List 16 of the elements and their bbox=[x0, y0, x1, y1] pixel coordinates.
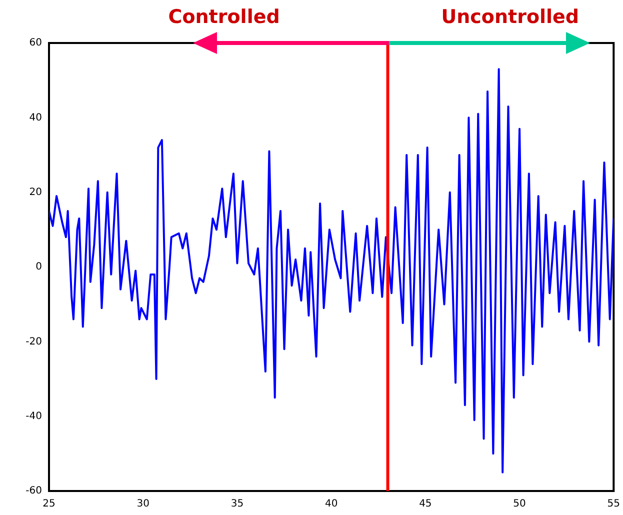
y-tick-label: 0 bbox=[36, 262, 42, 273]
text: Controlled bbox=[168, 6, 280, 28]
y-tick-label: -40 bbox=[26, 410, 42, 422]
x-tick-label: 45 bbox=[419, 498, 432, 510]
y-tick-label: 20 bbox=[29, 186, 42, 198]
text: Uncontrolled bbox=[441, 6, 580, 28]
x-tick-label: 35 bbox=[230, 498, 244, 510]
x-tick-label: 50 bbox=[513, 498, 526, 510]
y-tick-label: 40 bbox=[29, 112, 42, 124]
x-tick-label: 25 bbox=[42, 498, 56, 510]
y-tick-label: -60 bbox=[26, 486, 42, 497]
y-tick-label: 60 bbox=[29, 38, 42, 49]
x-tick-label: 55 bbox=[607, 498, 620, 510]
x-tick-label: 30 bbox=[136, 498, 150, 510]
y-tick-label: -20 bbox=[26, 336, 42, 348]
x-tick-label: 40 bbox=[324, 498, 338, 510]
